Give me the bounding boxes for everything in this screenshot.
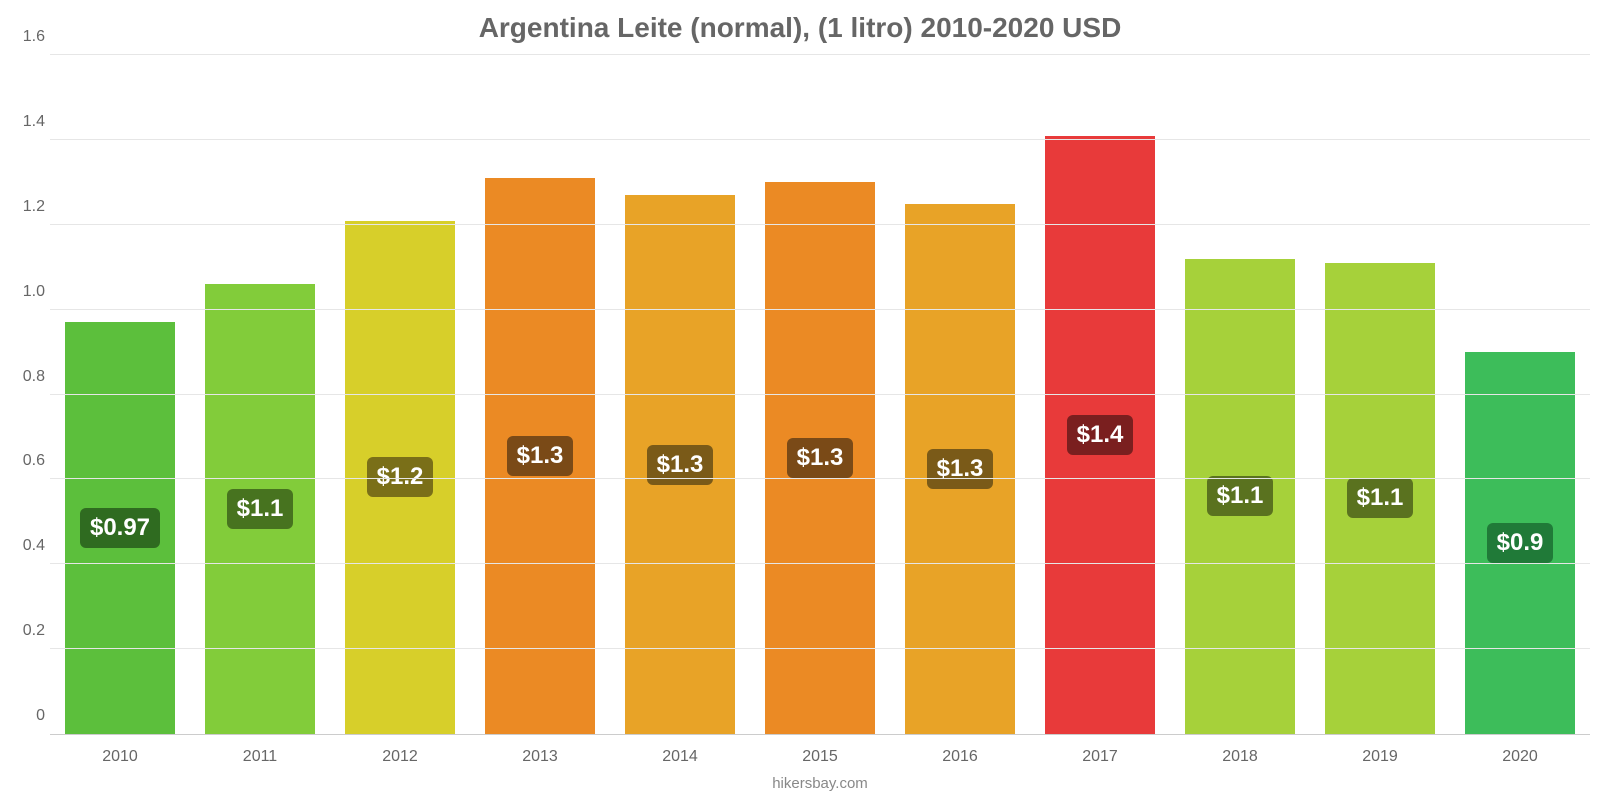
y-tick-label: 1.6 [5,28,45,46]
bar-slot: $0.972010 [50,55,190,734]
bar-slot: $1.32015 [750,55,890,734]
x-tick-label: 2018 [1222,748,1258,766]
bar-value-label: $1.1 [1207,476,1274,516]
x-tick-label: 2015 [802,748,838,766]
x-tick-label: 2013 [522,748,558,766]
bar: $1.4 [1045,136,1154,734]
grid-line [50,139,1590,140]
y-tick-label: 0.2 [5,622,45,640]
bar-value-label: $1.3 [787,438,854,478]
x-tick-label: 2017 [1082,748,1118,766]
chart-title: Argentina Leite (normal), (1 litro) 2010… [0,12,1600,44]
chart-container: Argentina Leite (normal), (1 litro) 2010… [0,0,1600,800]
grid-line [50,394,1590,395]
x-tick-label: 2019 [1362,748,1398,766]
bar: $1.3 [905,204,1014,734]
bar: $1.2 [345,221,454,734]
y-tick-label: 1.4 [5,113,45,131]
grid-line [50,478,1590,479]
grid-line [50,309,1590,310]
grid-line [50,54,1590,55]
x-tick-label: 2016 [942,748,978,766]
bar-slot: $0.92020 [1450,55,1590,734]
y-tick-label: 0.6 [5,452,45,470]
bar-value-label: $1.1 [1347,478,1414,518]
grid-line [50,224,1590,225]
bar-value-label: $1.3 [927,449,994,489]
bar-value-label: $1.1 [227,489,294,529]
bar: $1.3 [765,182,874,734]
bars-layer: $0.972010$1.12011$1.22012$1.32013$1.3201… [50,55,1590,734]
y-tick-label: 0.4 [5,537,45,555]
y-tick-label: 0 [5,707,45,725]
x-tick-label: 2020 [1502,748,1538,766]
attribution-text: hikersbay.com [50,775,1590,792]
bar: $0.9 [1465,352,1574,734]
bar: $1.1 [1185,259,1294,734]
plot-area: $0.972010$1.12011$1.22012$1.32013$1.3201… [50,55,1590,735]
bar: $1.3 [625,195,734,734]
bar-slot: $1.12011 [190,55,330,734]
bar: $1.1 [1325,263,1434,734]
y-tick-label: 1.2 [5,198,45,216]
bar: $0.97 [65,322,174,734]
bar: $1.1 [205,284,314,734]
bar-slot: $1.12018 [1170,55,1310,734]
x-tick-label: 2010 [102,748,138,766]
x-tick-label: 2011 [243,748,277,766]
bar-slot: $1.32014 [610,55,750,734]
bar-slot: $1.32013 [470,55,610,734]
y-tick-label: 1.0 [5,283,45,301]
bar-value-label: $1.3 [507,436,574,476]
bar-slot: $1.32016 [890,55,1030,734]
bar-slot: $1.22012 [330,55,470,734]
grid-line [50,648,1590,649]
bar-value-label: $0.97 [80,508,160,548]
bar-value-label: $1.2 [367,457,434,497]
y-tick-label: 0.8 [5,368,45,386]
x-tick-label: 2012 [382,748,418,766]
x-tick-label: 2014 [662,748,698,766]
bar-slot: $1.42017 [1030,55,1170,734]
grid-line [50,563,1590,564]
bar-value-label: $0.9 [1487,523,1554,563]
bar: $1.3 [485,178,594,734]
bar-slot: $1.12019 [1310,55,1450,734]
bar-value-label: $1.4 [1067,415,1134,455]
